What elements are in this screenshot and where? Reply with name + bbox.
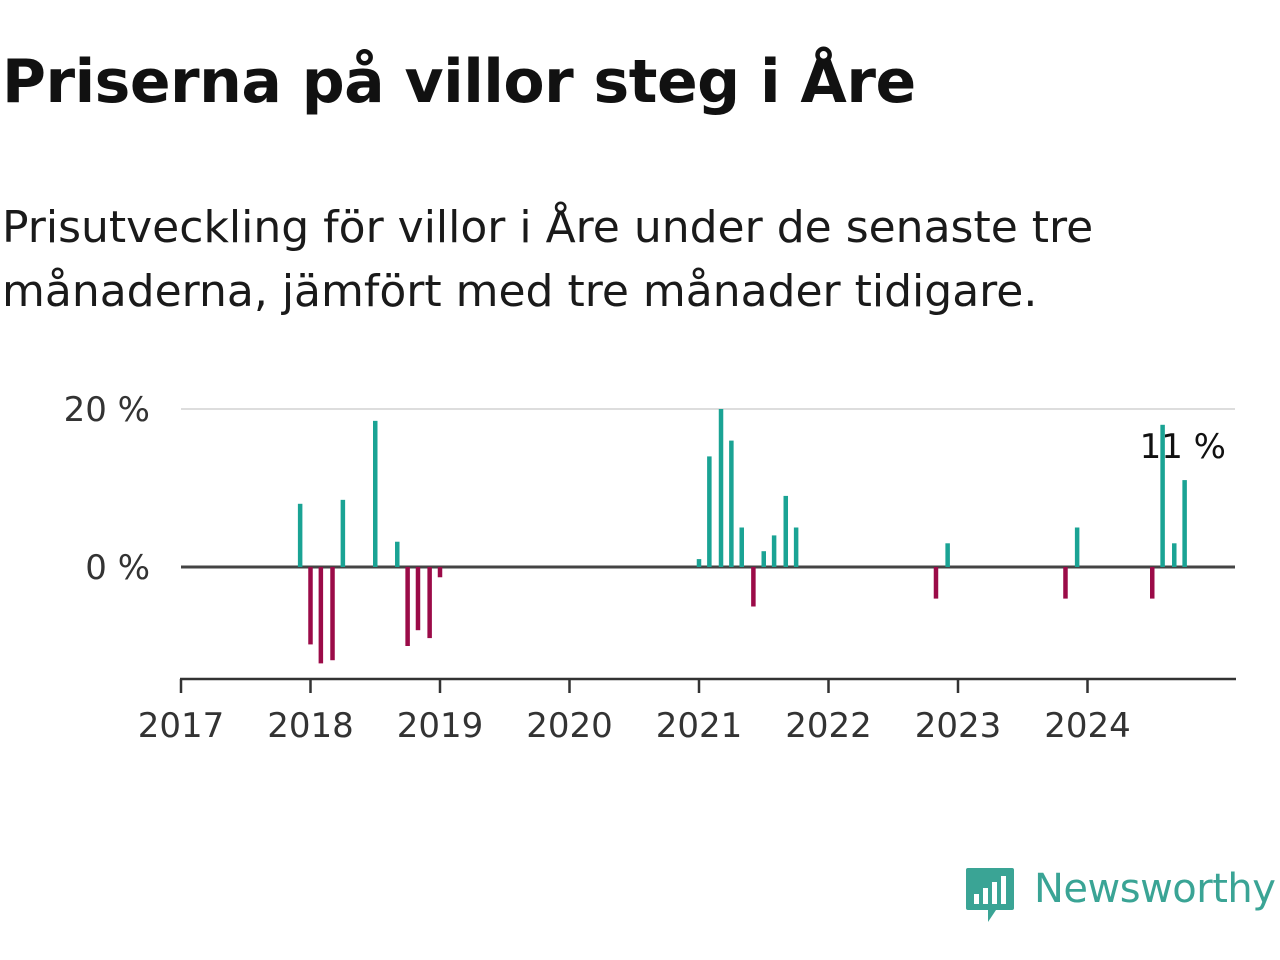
bar-positive	[771, 535, 777, 567]
bar-positive	[945, 543, 950, 567]
bar-positive	[739, 527, 744, 567]
chart-subtitle: Prisutveckling för villor i Åre under de…	[2, 202, 1094, 317]
bar-positive	[707, 456, 712, 567]
x-tick-label: 2020	[526, 706, 613, 746]
bar-positive	[297, 503, 303, 567]
bar-positive	[718, 409, 724, 567]
bar-negative	[318, 567, 324, 664]
bar-negative	[1063, 567, 1068, 599]
bar-positive	[1172, 543, 1177, 567]
bar-negative	[308, 567, 313, 645]
newsworthy-brand[interactable]: Newsworthy	[964, 862, 1280, 926]
bar-positive	[729, 440, 734, 567]
brand-name: Newsworthy	[1034, 866, 1276, 912]
value-annotation: 11 %	[1140, 427, 1226, 467]
bar-positive	[696, 559, 702, 567]
bar-chart: 0 % 20 % 2017 2018 2019 2020 2021 2022 2023 2024…	[64, 390, 1236, 746]
bar-positive	[1074, 527, 1080, 567]
bar-positive	[1182, 480, 1187, 567]
bar-negative	[330, 567, 335, 661]
bar-negative	[933, 567, 939, 599]
bars	[297, 409, 1187, 664]
annotations: 11 %	[1140, 427, 1226, 467]
bar-positive	[1160, 424, 1165, 567]
x-tick-label: 2024	[1044, 706, 1131, 746]
bar-negative	[405, 567, 410, 646]
y-tick-label: 20 %	[64, 390, 150, 430]
chart-title: Priserna på villor steg i Åre	[2, 47, 916, 117]
bar-positive	[395, 541, 400, 567]
newsworthy-logo-icon	[966, 868, 1014, 922]
bar-positive	[793, 527, 799, 567]
bar-negative	[415, 567, 421, 631]
x-tick-label: 2021	[656, 706, 743, 746]
x-tick-label: 2022	[785, 706, 872, 746]
x-tick-label: 2018	[267, 706, 354, 746]
x-axis: 2017 2018 2019 2020 2021 2022 2023 2024	[138, 677, 1236, 746]
bar-positive	[761, 551, 766, 567]
x-tick-label: 2017	[138, 706, 225, 746]
y-tick-label: 0 %	[85, 548, 150, 588]
y-tick-labels: 0 % 20 %	[64, 390, 150, 588]
bar-negative	[1150, 567, 1155, 599]
bar-positive	[783, 495, 789, 567]
x-tick-label: 2019	[397, 706, 484, 746]
bar-negative	[751, 567, 756, 607]
bar-positive	[340, 499, 346, 567]
bar-negative	[427, 567, 432, 639]
bar-negative	[437, 567, 443, 578]
bar-positive	[373, 420, 378, 567]
x-tick-label: 2023	[915, 706, 1002, 746]
